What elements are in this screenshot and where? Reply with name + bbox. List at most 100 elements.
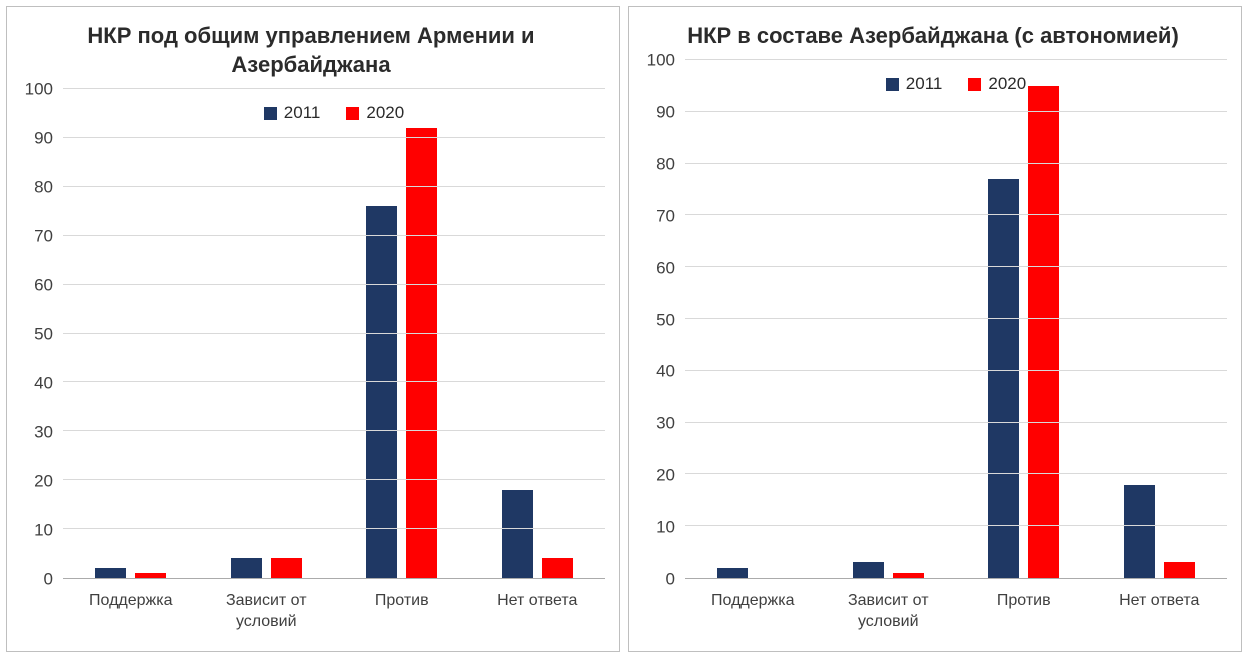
legend: 2011 2020 — [63, 103, 605, 123]
bar-2011 — [1123, 484, 1155, 578]
y-tick-label: 90 — [34, 128, 53, 148]
gridline — [685, 369, 1227, 371]
legend: 2011 2020 — [685, 74, 1227, 94]
bar-2020 — [1028, 85, 1060, 578]
x-tick-label: Против — [996, 592, 1051, 609]
chart-panel-right: НКР в составе Азербайджана (с автономией… — [628, 6, 1242, 652]
bar-2020 — [1163, 562, 1195, 578]
legend-label: 2011 — [905, 74, 943, 94]
y-tick-label: 40 — [656, 361, 675, 381]
y-tick-label: 70 — [656, 206, 675, 226]
gridline — [685, 110, 1227, 112]
y-tick-label: 30 — [656, 413, 675, 433]
bar-group — [821, 60, 957, 578]
x-tick-cell: Зависит от условий — [199, 591, 335, 643]
bar-2011 — [717, 567, 749, 578]
x-tick-cell: Поддержка — [63, 591, 199, 643]
bar-groups — [685, 60, 1227, 578]
chart-body: 0 10 20 30 40 50 60 70 80 90 100 2011 2020 — [639, 52, 1227, 588]
bar-group — [1092, 60, 1228, 578]
legend-item-2020: 2020 — [346, 103, 404, 123]
gridline — [685, 266, 1227, 268]
x-tick-label: Нет ответа — [497, 592, 578, 609]
y-tick-label: 90 — [656, 102, 675, 122]
y-tick-label: 20 — [656, 465, 675, 485]
y-tick-label: 80 — [34, 177, 53, 197]
gridline — [685, 59, 1227, 61]
bar-2020 — [541, 558, 573, 578]
y-tick-label: 0 — [43, 569, 53, 589]
gridline — [63, 234, 605, 236]
bar-groups — [63, 89, 605, 578]
bar-2011 — [95, 568, 127, 578]
y-tick-label: 30 — [34, 422, 53, 442]
y-tick-label: 50 — [656, 310, 675, 330]
y-tick-label: 50 — [34, 324, 53, 344]
bar-2011 — [988, 179, 1020, 578]
gridline — [685, 318, 1227, 320]
y-tick-label: 100 — [646, 50, 675, 70]
bar-2020 — [406, 128, 438, 578]
y-tick-label: 60 — [656, 258, 675, 278]
bar-2020 — [892, 572, 924, 578]
x-tick-label: Зависит от условий — [847, 592, 929, 630]
bar-2011 — [852, 562, 884, 578]
y-tick-label: 40 — [34, 373, 53, 393]
bar-group — [199, 89, 335, 578]
x-tick-label: Зависит от условий — [225, 592, 307, 630]
y-tick-label: 80 — [656, 154, 675, 174]
gridline — [63, 381, 605, 383]
y-tick-label: 10 — [34, 520, 53, 540]
gridline — [63, 283, 605, 285]
bar-group — [63, 89, 199, 578]
bar-2020 — [135, 573, 167, 578]
x-tick-cell: Поддержка — [685, 591, 821, 643]
legend-label: 2020 — [988, 74, 1027, 94]
legend-item-2011: 2011 — [263, 103, 320, 123]
x-tick-cell: Зависит от условий — [821, 591, 957, 643]
gridline — [685, 525, 1227, 527]
y-tick-label: 100 — [24, 79, 53, 99]
x-tick-cell: Нет ответа — [1092, 591, 1228, 643]
legend-swatch — [263, 106, 277, 120]
gridline — [685, 214, 1227, 216]
bar-group — [470, 89, 606, 578]
x-tick-label: Поддержка — [89, 592, 173, 609]
legend-swatch — [346, 106, 360, 120]
gridline — [63, 332, 605, 334]
legend-swatch — [968, 77, 982, 91]
bar-2011 — [501, 490, 533, 578]
chart-panel-left: НКР под общим управлением Армении и Азер… — [6, 6, 620, 652]
bar-2020 — [270, 558, 302, 578]
gridline — [63, 430, 605, 432]
x-tick-label: Нет ответа — [1119, 592, 1200, 609]
bar-group — [685, 60, 821, 578]
y-axis: 0 10 20 30 40 50 60 70 80 90 100 — [17, 81, 63, 588]
bar-2011 — [230, 558, 262, 578]
x-tick-label: Поддержка — [711, 592, 795, 609]
chart-title: НКР под общим управлением Армении и Азер… — [87, 23, 535, 78]
y-tick-label: 70 — [34, 226, 53, 246]
bar-2011 — [366, 206, 398, 578]
x-tick-cell: Против — [956, 591, 1092, 643]
x-axis: Поддержка Зависит от условий Против Нет отв… — [63, 579, 605, 643]
y-tick-label: 20 — [34, 471, 53, 491]
legend-item-2020: 2020 — [968, 74, 1026, 94]
gridline — [685, 421, 1227, 423]
legend-item-2011: 2011 — [885, 74, 943, 94]
bar-group — [956, 60, 1092, 578]
gridline — [685, 162, 1227, 164]
bar-group — [334, 89, 470, 578]
legend-swatch — [885, 77, 899, 91]
gridline — [63, 479, 605, 481]
x-tick-label: Против — [374, 592, 429, 609]
y-tick-label: 10 — [656, 517, 675, 537]
gridline — [63, 528, 605, 530]
x-tick-cell: Нет ответа — [470, 591, 606, 643]
plot-area: 2011 2020 — [63, 88, 605, 579]
plot-area: 2011 2020 — [685, 59, 1227, 579]
chart-title: НКР в составе Азербайджана (с автономией… — [687, 23, 1179, 48]
x-axis: Поддержка Зависит от условий Против Нет отв… — [685, 579, 1227, 643]
chart-body: 0 10 20 30 40 50 60 70 80 90 100 2011 2020 — [17, 81, 605, 588]
